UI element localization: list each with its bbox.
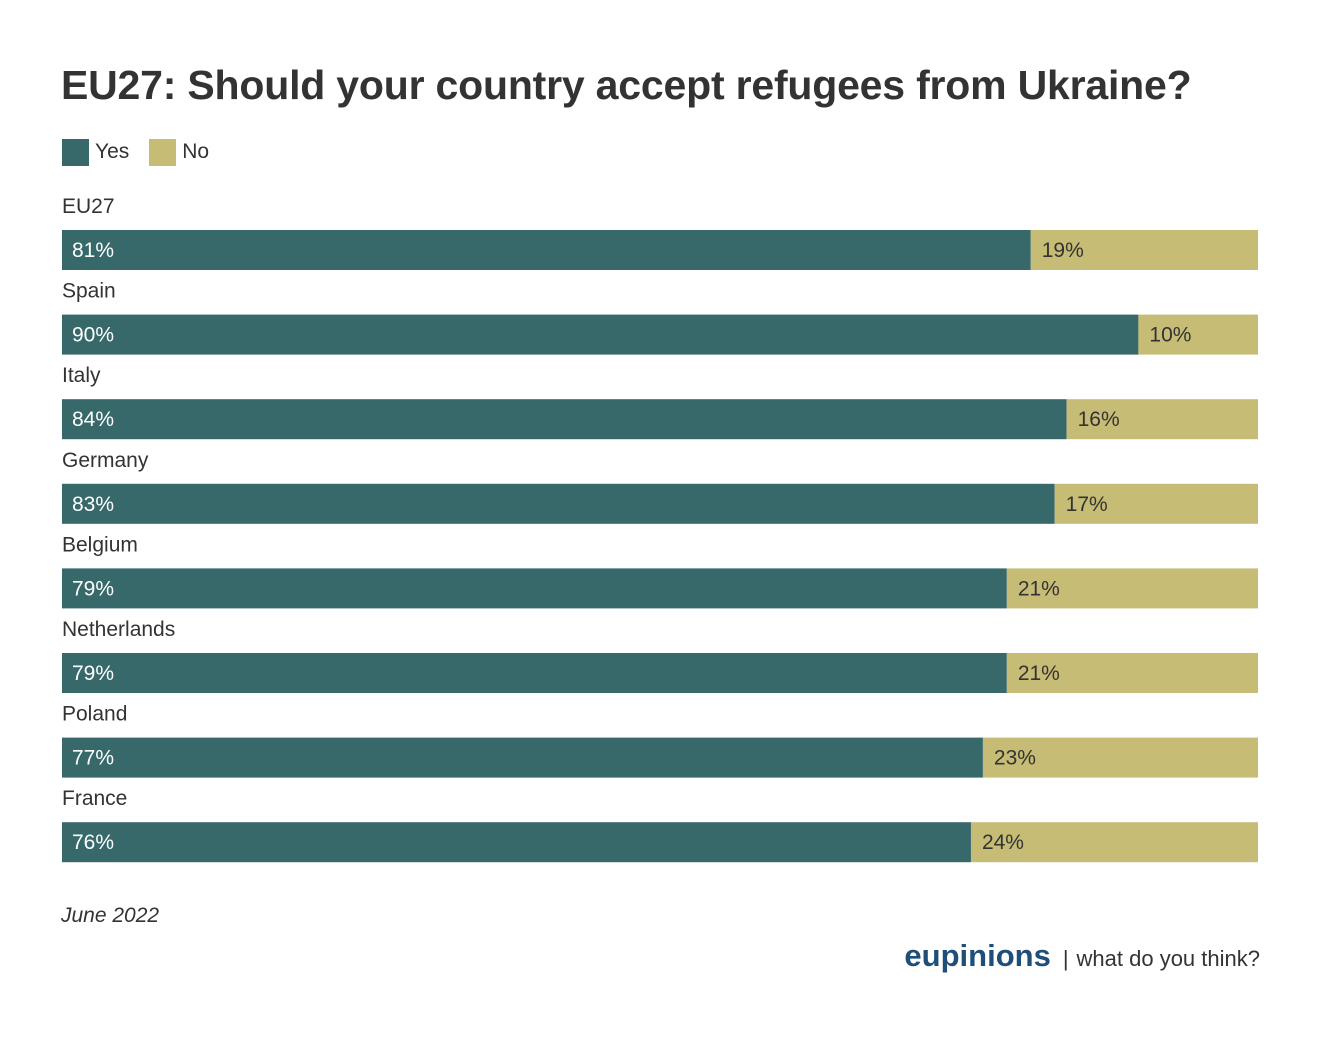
data-label-no: 24% <box>982 831 1024 854</box>
category-label: Belgium <box>62 533 138 556</box>
data-label-yes: 79% <box>72 577 114 600</box>
data-label-yes: 81% <box>72 239 114 262</box>
legend-label-no: No <box>182 140 210 163</box>
data-label-no: 19% <box>1042 239 1084 262</box>
data-label-no: 16% <box>1078 408 1120 431</box>
category-label: France <box>62 787 127 810</box>
bar-no <box>1138 314 1258 355</box>
legend-item-no: No <box>149 138 210 166</box>
bar-no <box>970 822 1258 863</box>
legend-swatch-no <box>149 138 177 166</box>
bar-yes <box>62 568 1007 609</box>
bar-yes <box>62 822 971 863</box>
data-label-yes: 79% <box>72 662 114 685</box>
chart-title: EU27: Should your country accept refugee… <box>61 62 1192 108</box>
legend-label-yes: Yes <box>95 140 130 163</box>
data-label-no: 17% <box>1066 493 1108 516</box>
legend-item-yes: Yes <box>62 138 130 166</box>
category-label: Spain <box>62 280 116 303</box>
data-label-no: 21% <box>1018 662 1060 685</box>
bar-yes <box>62 399 1067 440</box>
bar-no <box>1066 399 1258 440</box>
survey-date: June 2022 <box>61 904 160 927</box>
brand-separator: | <box>1062 946 1069 971</box>
bar-yes <box>62 314 1139 355</box>
bar-no <box>1006 568 1258 609</box>
data-label-yes: 90% <box>72 324 114 347</box>
data-label-no: 21% <box>1018 577 1060 600</box>
bar-yes <box>62 230 1031 270</box>
data-label-yes: 84% <box>72 408 114 431</box>
legend-swatch-yes <box>62 138 89 166</box>
bar-no <box>1054 483 1258 524</box>
brand-logo: eupinions <box>904 938 1051 973</box>
bar-no <box>1030 230 1258 270</box>
category-label: EU27 <box>62 195 115 218</box>
bar-no <box>982 737 1258 778</box>
brand-footer: eupinions | what do you think? <box>904 938 1260 974</box>
data-label-yes: 77% <box>72 747 114 770</box>
data-label-no: 23% <box>994 747 1036 770</box>
data-label-yes: 83% <box>72 493 114 516</box>
bar-yes <box>62 737 983 778</box>
bar-yes <box>62 653 1007 693</box>
category-label: Germany <box>62 449 149 472</box>
category-label: Netherlands <box>62 618 175 641</box>
data-label-no: 10% <box>1149 324 1191 347</box>
bar-no <box>1006 653 1258 693</box>
brand-tagline: what do you think? <box>1076 946 1260 971</box>
data-label-yes: 76% <box>72 831 114 854</box>
category-label: Italy <box>62 364 101 387</box>
bar-yes <box>62 483 1055 524</box>
category-label: Poland <box>62 703 127 726</box>
legend: Yes No <box>62 138 229 166</box>
